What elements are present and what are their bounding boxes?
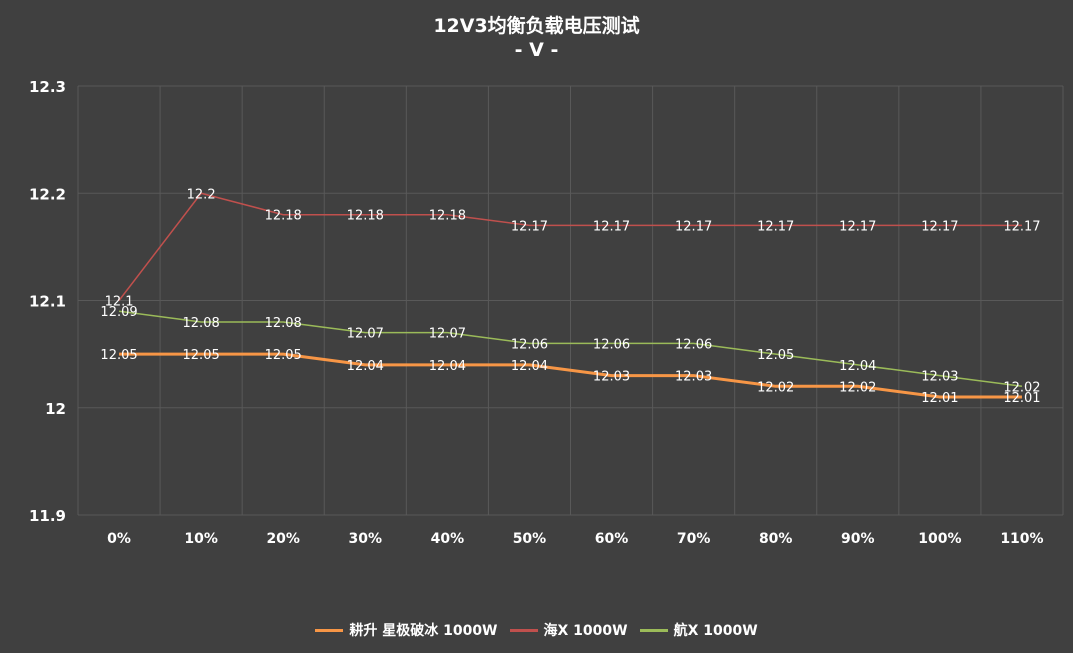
y-tick-label: 12 bbox=[45, 400, 66, 418]
data-label: 12.17 bbox=[757, 219, 794, 234]
data-label: 12.02 bbox=[839, 380, 876, 395]
data-label: 12.06 bbox=[593, 337, 630, 352]
x-tick-label: 10% bbox=[184, 531, 218, 547]
data-label: 12.05 bbox=[265, 348, 302, 363]
data-label: 12.17 bbox=[921, 219, 958, 234]
legend-swatch bbox=[509, 628, 538, 632]
data-label: 12.18 bbox=[429, 209, 466, 224]
legend-swatch bbox=[315, 628, 344, 632]
data-label: 12.06 bbox=[675, 337, 712, 352]
data-label: 12.09 bbox=[100, 305, 137, 320]
data-label: 12.04 bbox=[839, 359, 876, 374]
data-label: 12.18 bbox=[347, 209, 384, 224]
data-label: 12.03 bbox=[921, 370, 958, 385]
legend-label: 耕升 星极破冰 1000W bbox=[349, 623, 498, 639]
legend-label: 海X 1000W bbox=[543, 623, 628, 639]
data-label: 12.07 bbox=[347, 327, 384, 342]
data-label: 12.02 bbox=[1003, 380, 1040, 395]
data-label: 12.17 bbox=[1003, 219, 1040, 234]
data-label: 12.1 bbox=[105, 295, 134, 310]
data-label: 12.17 bbox=[839, 219, 876, 234]
series-line bbox=[118, 192, 1022, 301]
data-label: 12.01 bbox=[921, 391, 958, 406]
y-tick-label: 12.2 bbox=[29, 185, 66, 203]
chart-title-block: 12V3均衡负载电压测试 - V - bbox=[0, 14, 1073, 62]
y-tick-label: 12.3 bbox=[29, 78, 66, 96]
data-label: 12.17 bbox=[511, 219, 548, 234]
legend-item: 航X 1000W bbox=[639, 620, 758, 640]
legend-item: 耕升 星极破冰 1000W bbox=[315, 620, 498, 640]
x-tick-label: 90% bbox=[841, 531, 875, 547]
data-label: 12.04 bbox=[347, 359, 384, 374]
chart-title: 12V3均衡负载电压测试 bbox=[433, 15, 640, 37]
x-tick-label: 100% bbox=[918, 531, 961, 547]
data-label: 12.08 bbox=[265, 316, 302, 331]
data-label: 12.17 bbox=[593, 219, 630, 234]
data-label: 12.05 bbox=[183, 348, 220, 363]
data-label: 12.04 bbox=[429, 359, 466, 374]
data-label: 12.18 bbox=[265, 209, 302, 224]
data-label: 12.06 bbox=[511, 337, 548, 352]
data-label: 12.05 bbox=[757, 348, 794, 363]
x-tick-label: 0% bbox=[107, 531, 131, 547]
series-line bbox=[119, 352, 1022, 399]
data-label: 12.17 bbox=[675, 219, 712, 234]
chart-subtitle: - V - bbox=[514, 39, 559, 61]
x-tick-label: 80% bbox=[759, 531, 793, 547]
data-label: 12.03 bbox=[675, 370, 712, 385]
legend-label: 航X 1000W bbox=[673, 623, 758, 639]
data-label: 12.07 bbox=[429, 327, 466, 342]
x-tick-label: 60% bbox=[595, 531, 629, 547]
legend-item: 海X 1000W bbox=[509, 620, 628, 640]
x-tick-label: 30% bbox=[349, 531, 383, 547]
legend-swatch bbox=[639, 628, 668, 632]
data-label: 12.04 bbox=[511, 359, 548, 374]
data-label: 12.05 bbox=[100, 348, 137, 363]
x-tick-label: 50% bbox=[513, 531, 547, 547]
data-label: 12.2 bbox=[187, 187, 216, 202]
data-label: 12.02 bbox=[757, 380, 794, 395]
y-tick-label: 12.1 bbox=[29, 293, 66, 311]
legend: 耕升 星极破冰 1000W 海X 1000W 航X 1000W bbox=[0, 620, 1073, 640]
x-tick-label: 110% bbox=[1000, 531, 1043, 547]
series-line bbox=[118, 310, 1023, 388]
data-label: 12.01 bbox=[1003, 391, 1040, 406]
x-tick-label: 40% bbox=[431, 531, 465, 547]
y-tick-label: 11.9 bbox=[29, 507, 66, 525]
data-label: 12.08 bbox=[183, 316, 220, 331]
x-tick-label: 20% bbox=[266, 531, 300, 547]
data-label: 12.03 bbox=[593, 370, 630, 385]
x-tick-label: 70% bbox=[677, 531, 711, 547]
